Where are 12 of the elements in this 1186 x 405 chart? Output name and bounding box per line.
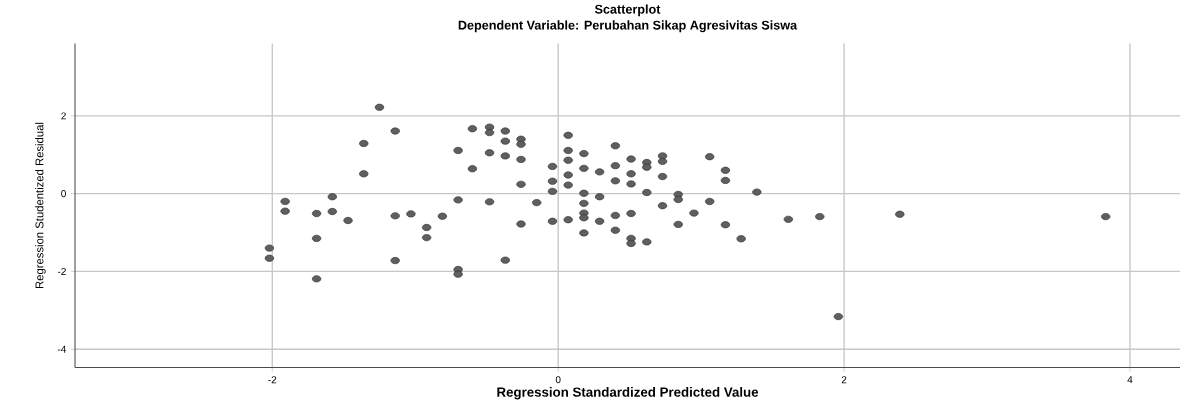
y-tick-label: 0 (61, 190, 66, 198)
chart-title: Scatterplot (594, 4, 661, 17)
chart-subtitle: Dependent Variable: Perubahan Sikap Agresivitas Siswa (458, 20, 798, 33)
y-tick-label: -4 (57, 346, 67, 353)
x-tick-label: 0 (555, 376, 561, 384)
x-axis-title: Regression Standardized Predicted Value (497, 387, 759, 400)
x-tick-label: 4 (1127, 376, 1133, 384)
y-axis-title: Regression Studentized Residual (35, 123, 46, 289)
x-tick-label: 2 (841, 376, 847, 384)
y-tick-label: -2 (57, 268, 66, 276)
y-tick-label: 2 (61, 112, 66, 120)
x-tick-label: -2 (268, 376, 277, 384)
